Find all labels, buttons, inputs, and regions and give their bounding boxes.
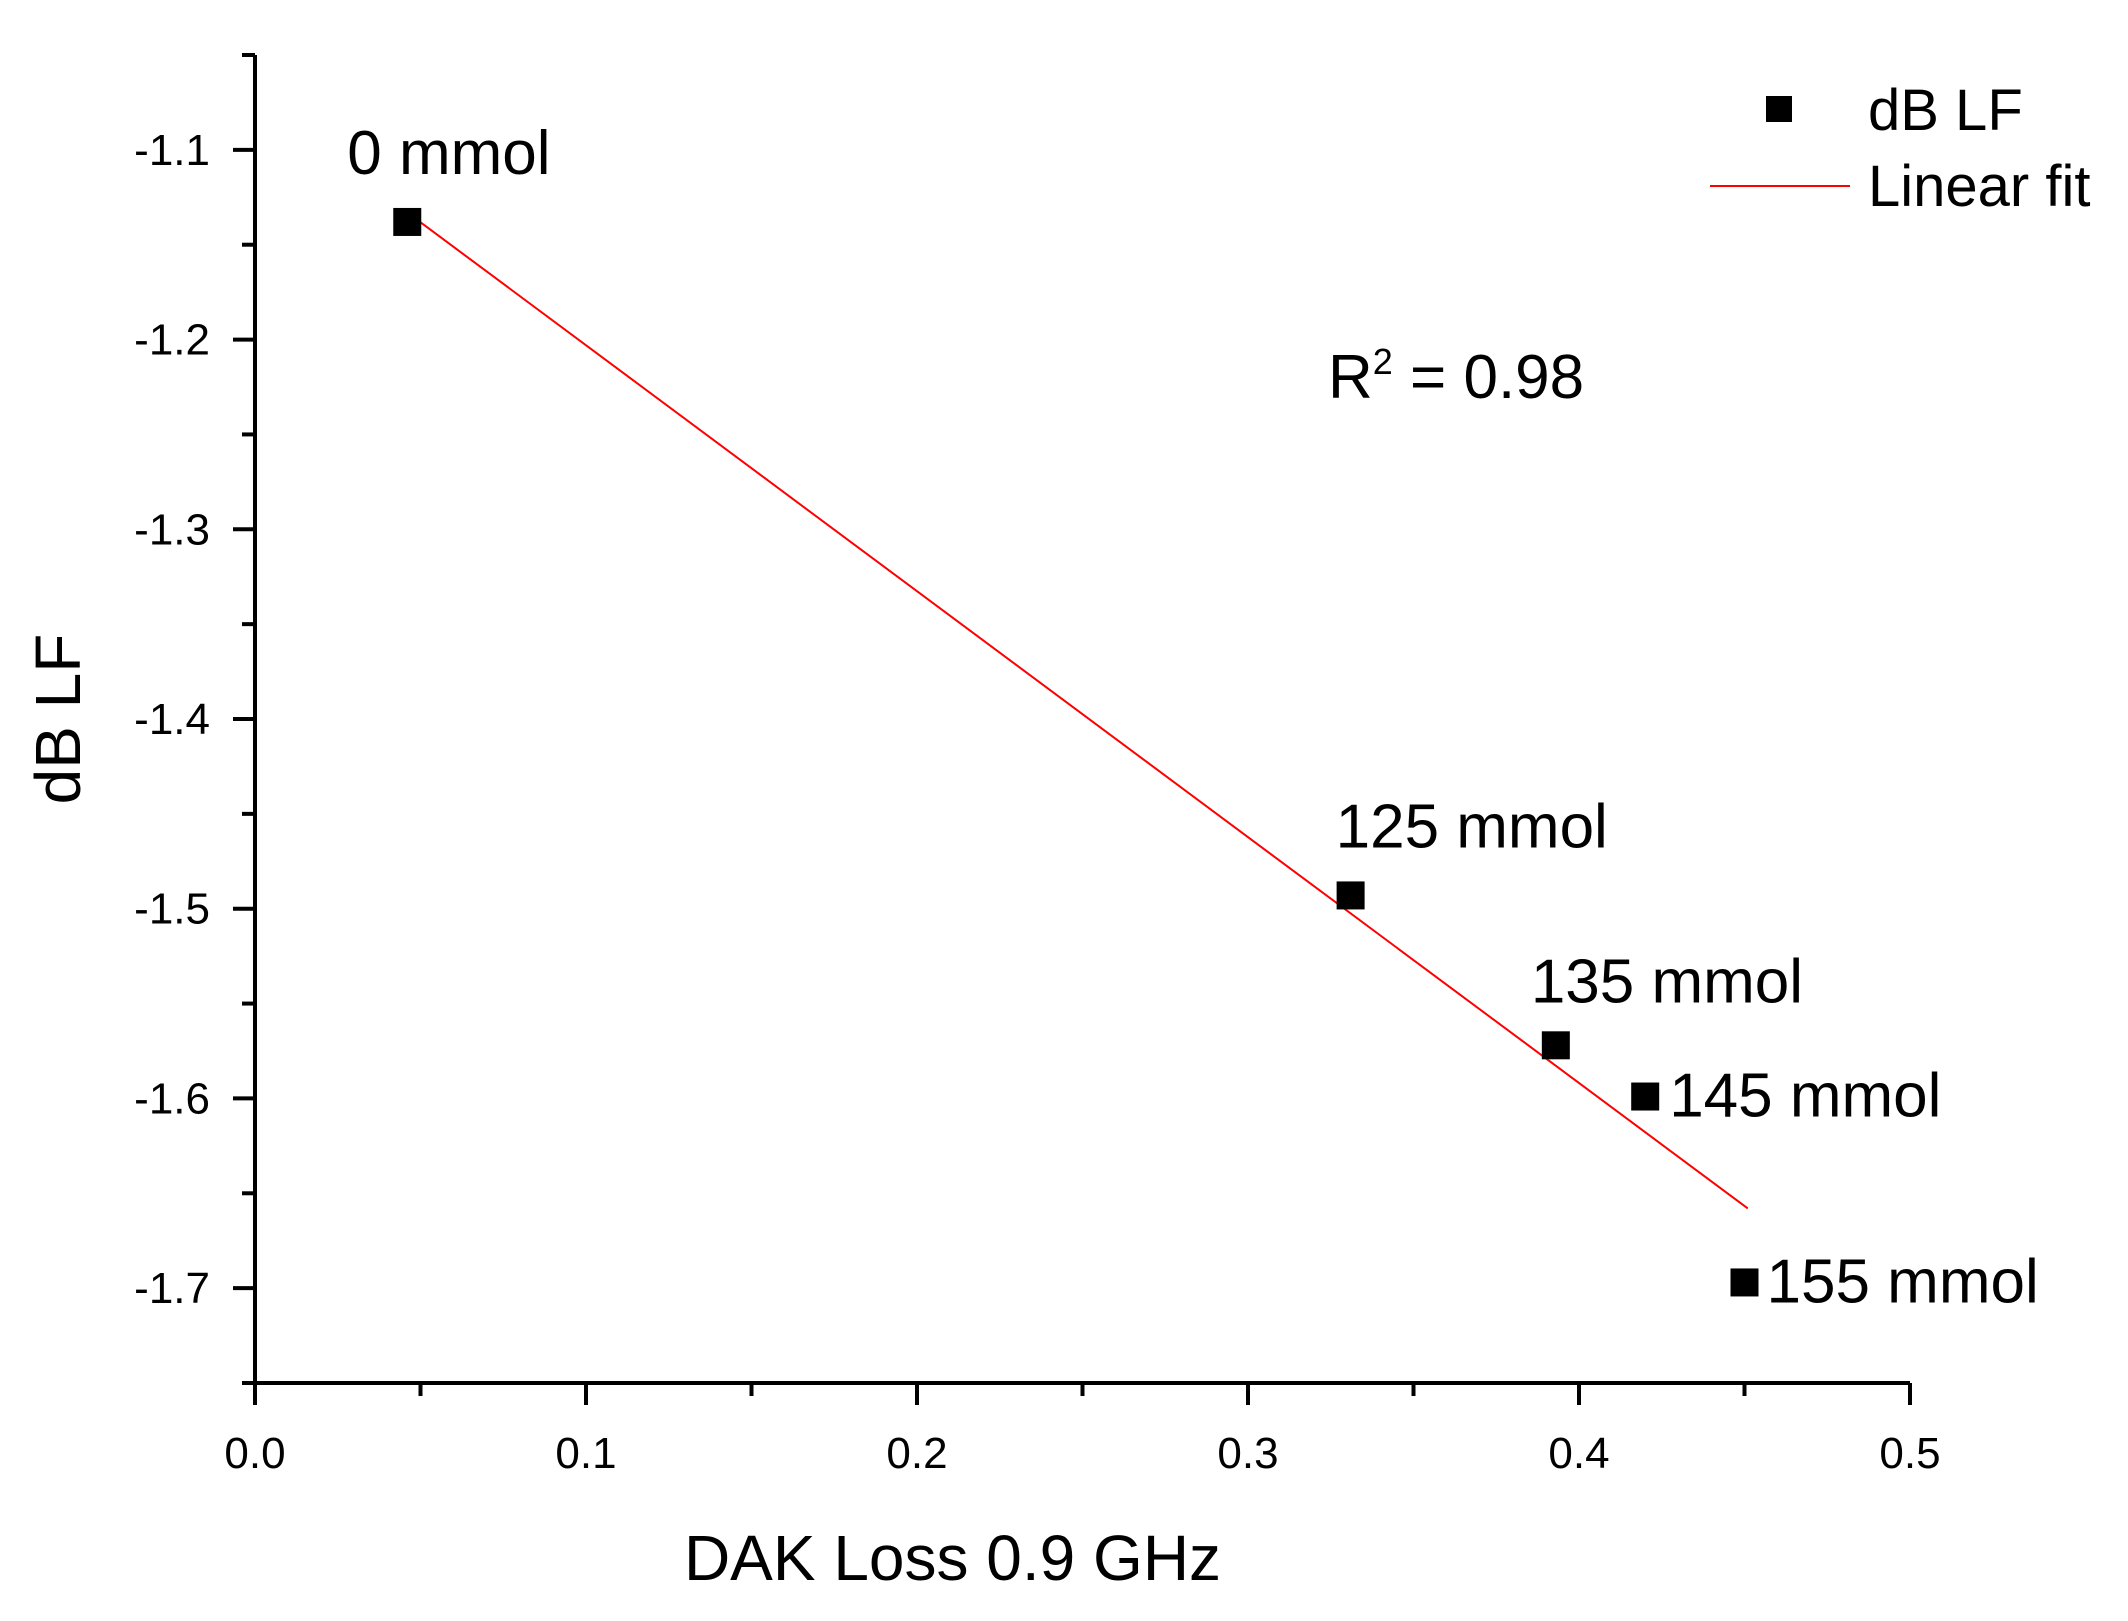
y-tick-label: -1.2 — [134, 316, 210, 365]
r-squared-superscript: 2 — [1373, 341, 1393, 382]
data-point-label: 155 mmol — [1767, 1247, 2039, 1316]
y-axis-ticks: -1.1 -1.2 -1.3 -1.4 -1.5 -1.6 -1.7 — [134, 53, 255, 1385]
legend-label-dblf: dB LF — [1868, 78, 2023, 143]
data-point — [1336, 881, 1365, 910]
y-tick-label: -1.5 — [134, 885, 210, 934]
data-point-label: 125 mmol — [1336, 792, 1608, 861]
x-axis-ticks: 0.0 0.1 0.2 0.3 0.4 0.5 — [224, 1383, 1941, 1478]
x-tick-label: 0.0 — [224, 1429, 285, 1478]
r-squared-base: R — [1328, 343, 1373, 412]
linear-fit-line — [406, 211, 1749, 1210]
x-tick-label: 0.1 — [555, 1429, 616, 1478]
x-tick-label: 0.5 — [1879, 1429, 1940, 1478]
data-point — [1541, 1031, 1570, 1060]
x-tick-label: 0.4 — [1548, 1429, 1609, 1478]
x-tick-label: 0.3 — [1217, 1429, 1278, 1478]
data-point — [393, 207, 422, 236]
y-tick-label: -1.7 — [134, 1264, 210, 1313]
data-point-label: 145 mmol — [1669, 1062, 1941, 1131]
data-point-label: 0 mmol — [347, 119, 550, 188]
y-tick-label: -1.1 — [134, 126, 210, 175]
data-point — [1631, 1082, 1660, 1111]
y-tick-label: -1.6 — [134, 1074, 210, 1123]
y-tick-label: -1.4 — [134, 695, 210, 744]
linear-fit-group — [406, 211, 1749, 1210]
point-labels: 0 mmol 125 mmol 135 mmol 145 mmol 155 mmol — [347, 119, 2038, 1317]
legend-label-linear-fit: Linear fit — [1868, 154, 2090, 219]
y-axis-label: dB LF — [22, 634, 94, 805]
data-points — [393, 207, 1759, 1297]
legend: dB LF Linear fit — [1710, 78, 2090, 219]
x-tick-label: 0.2 — [886, 1429, 947, 1478]
data-point — [1730, 1268, 1759, 1297]
legend-marker-square — [1766, 96, 1792, 122]
data-point-label: 135 mmol — [1531, 947, 1803, 1016]
r-squared-value: = 0.98 — [1393, 343, 1584, 412]
x-axis-label: DAK Loss 0.9 GHz — [684, 1522, 1221, 1594]
y-tick-label: -1.3 — [134, 505, 210, 554]
axes — [253, 55, 1910, 1385]
r-squared-annotation: R2 = 0.98 — [1328, 341, 1584, 412]
